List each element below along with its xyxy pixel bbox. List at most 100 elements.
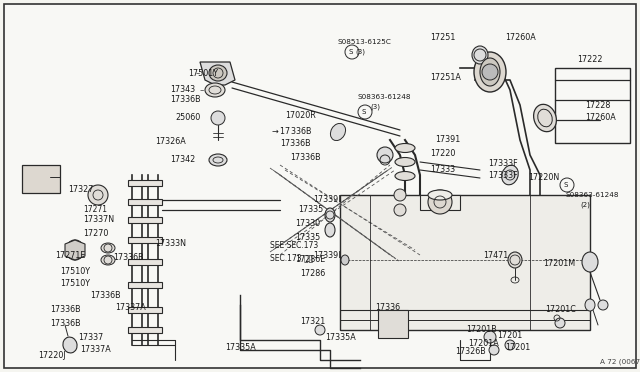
Polygon shape: [340, 195, 590, 330]
Text: 17201A: 17201A: [468, 339, 499, 347]
Bar: [22, 165, 60, 193]
Text: 17510Y: 17510Y: [60, 279, 90, 288]
Text: 17337: 17337: [78, 333, 103, 341]
Text: 17336B: 17336B: [113, 253, 143, 263]
Text: 17335: 17335: [298, 205, 323, 215]
Circle shape: [598, 300, 608, 310]
Ellipse shape: [66, 240, 84, 260]
Ellipse shape: [502, 165, 518, 185]
Text: 17326A: 17326A: [155, 138, 186, 147]
Circle shape: [484, 331, 496, 343]
Text: S: S: [349, 49, 353, 55]
Ellipse shape: [325, 223, 335, 237]
Text: 17321: 17321: [300, 317, 325, 327]
Text: 17510Y: 17510Y: [60, 267, 90, 276]
Circle shape: [315, 325, 325, 335]
Ellipse shape: [325, 208, 335, 222]
Circle shape: [345, 45, 359, 59]
Circle shape: [88, 185, 108, 205]
Text: S08363-61248: S08363-61248: [565, 192, 618, 198]
Text: 17333F: 17333F: [488, 158, 518, 167]
Ellipse shape: [395, 157, 415, 167]
Circle shape: [428, 190, 452, 214]
Text: 17336B: 17336B: [290, 153, 321, 161]
Text: 17220J: 17220J: [38, 350, 66, 359]
Ellipse shape: [330, 124, 346, 141]
Text: 17220N: 17220N: [528, 173, 559, 183]
Text: 17471: 17471: [483, 250, 508, 260]
Circle shape: [555, 318, 565, 328]
Text: 17222: 17222: [577, 55, 602, 64]
Text: S08513-6125C: S08513-6125C: [338, 39, 392, 45]
Ellipse shape: [474, 52, 506, 92]
Text: (3): (3): [370, 104, 380, 110]
Ellipse shape: [209, 154, 227, 166]
Text: 17336B: 17336B: [90, 291, 120, 299]
Text: 17020R: 17020R: [285, 110, 316, 119]
Ellipse shape: [472, 46, 488, 64]
Ellipse shape: [428, 190, 452, 200]
Text: 17391: 17391: [435, 135, 460, 144]
Text: S: S: [362, 109, 366, 115]
Text: 17336B: 17336B: [50, 305, 81, 314]
Bar: [128, 199, 162, 205]
Text: 17286E: 17286E: [295, 256, 325, 264]
Text: 17330: 17330: [295, 218, 320, 228]
Ellipse shape: [101, 255, 115, 265]
Ellipse shape: [63, 337, 77, 353]
Text: 17251A: 17251A: [430, 74, 461, 83]
Circle shape: [211, 111, 225, 125]
Bar: [128, 180, 162, 186]
Text: 17337A: 17337A: [115, 302, 146, 311]
Polygon shape: [65, 240, 85, 260]
Ellipse shape: [585, 299, 595, 311]
Bar: [128, 307, 162, 313]
Bar: [128, 237, 162, 243]
Bar: [128, 259, 162, 265]
Text: 17260A: 17260A: [585, 113, 616, 122]
Text: 17251: 17251: [430, 33, 456, 42]
Ellipse shape: [205, 83, 225, 97]
Text: 17286: 17286: [300, 269, 325, 278]
Text: 17201B: 17201B: [466, 326, 497, 334]
Text: 17335A: 17335A: [325, 334, 356, 343]
Ellipse shape: [395, 171, 415, 180]
Ellipse shape: [341, 255, 349, 265]
Text: A 72 (0067: A 72 (0067: [600, 359, 640, 365]
Text: 17326B: 17326B: [455, 347, 486, 356]
Text: 17270: 17270: [83, 228, 108, 237]
Text: 17336: 17336: [375, 304, 400, 312]
Text: 17501Y: 17501Y: [188, 68, 218, 77]
Text: (3): (3): [355, 49, 365, 55]
Polygon shape: [420, 195, 460, 210]
Text: 17335A: 17335A: [225, 343, 256, 353]
Text: 17201: 17201: [497, 330, 522, 340]
Circle shape: [482, 64, 498, 80]
Circle shape: [394, 189, 406, 201]
Text: 17336B: 17336B: [280, 138, 310, 148]
Ellipse shape: [534, 104, 556, 132]
Text: SEE SEC.173: SEE SEC.173: [270, 241, 318, 250]
Bar: [378, 310, 408, 338]
Text: 17342: 17342: [170, 155, 195, 164]
Circle shape: [505, 340, 515, 350]
Text: 17339I: 17339I: [313, 196, 340, 205]
Ellipse shape: [480, 58, 500, 86]
Text: S08363-61248: S08363-61248: [358, 94, 412, 100]
Text: 17260A: 17260A: [505, 33, 536, 42]
Text: 17335: 17335: [295, 232, 320, 241]
Ellipse shape: [395, 144, 415, 153]
Ellipse shape: [508, 252, 522, 268]
Text: 17327: 17327: [68, 186, 93, 195]
Text: 17220: 17220: [430, 148, 456, 157]
Text: SEC.173 参照: SEC.173 参照: [270, 253, 313, 263]
Circle shape: [377, 147, 393, 163]
Text: (2): (2): [580, 202, 590, 208]
Text: 17271E: 17271E: [55, 250, 85, 260]
Text: 17339I: 17339I: [313, 250, 340, 260]
Text: 17228: 17228: [585, 100, 611, 109]
Text: 17333: 17333: [430, 166, 455, 174]
Text: 17333F: 17333F: [488, 170, 518, 180]
Text: 17343: 17343: [170, 86, 195, 94]
Text: 17336B: 17336B: [50, 318, 81, 327]
